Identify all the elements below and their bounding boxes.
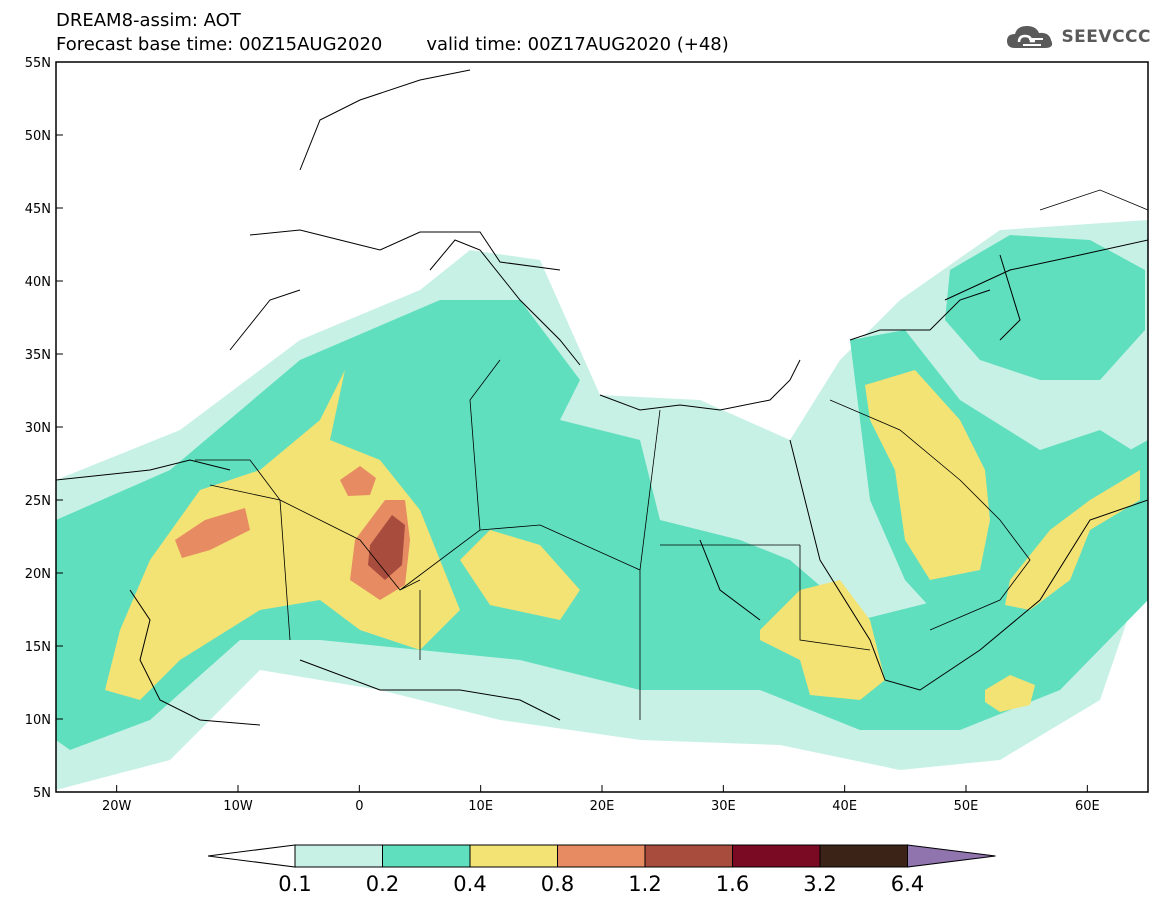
colorbar: 0.1 0.2 0.4 0.8 1.2 1.6 3.2 6.4: [207, 844, 996, 896]
colorbar-swatch: [382, 844, 471, 868]
aot-band-0.8-north: [340, 466, 376, 496]
aot-band-1.2: [368, 515, 405, 580]
coastlines: [56, 69, 1148, 726]
lon-tick-label: 20E: [590, 799, 615, 814]
colorbar-over-triangle: [907, 844, 996, 868]
lon-tick-label: 40E: [832, 799, 857, 814]
colorbar-label: 6.4: [891, 872, 924, 896]
logo-text: SEEVCCC: [1061, 27, 1151, 47]
lon-tick-label: 0: [355, 799, 363, 814]
lat-tick-label: 15N: [25, 640, 51, 655]
aot-band-0.4-sea: [985, 675, 1035, 712]
colorbar-label: 0.2: [366, 872, 399, 896]
chart-title: DREAM8-assim: AOT: [56, 10, 241, 31]
aot-band-0.4-sudan: [760, 580, 885, 700]
lon-tick-label: 10W: [223, 799, 253, 814]
colorbar-swatch: [294, 844, 383, 868]
lat-tick-label: 55N: [25, 56, 51, 71]
lat-tick-label: 50N: [25, 129, 51, 144]
colorbar-swatch: [819, 844, 908, 868]
colorbar-label: 1.6: [716, 872, 749, 896]
longitude-axis: 20W 10W 0 10E 20E 30E 40E 50E 60E: [102, 785, 1100, 814]
lat-tick-label: 40N: [25, 275, 51, 290]
aot-band-0.2-caspian: [945, 235, 1145, 380]
lat-tick-label: 45N: [25, 202, 51, 217]
lon-tick-label: 60E: [1075, 799, 1100, 814]
latitude-axis: 5N 10N 15N 20N 25N 30N 35N 40N 45N 50N 55N: [25, 56, 63, 801]
forecast-times: Forecast base time: 00Z15AUG2020 valid ti…: [56, 34, 729, 55]
seevccc-logo: SEEVCCC: [1005, 22, 1151, 52]
cloud-icon: [1007, 26, 1053, 48]
colorbar-label: 0.4: [453, 872, 486, 896]
aot-band-0.4-oman: [1005, 470, 1140, 610]
colorbar-swatch: [557, 844, 646, 868]
colorbar-swatch: [732, 844, 821, 868]
colorbar-label: 1.2: [628, 872, 661, 896]
valid-time: valid time: 00Z17AUG2020 (+48): [426, 34, 729, 55]
colorbar-label: 3.2: [803, 872, 836, 896]
lon-tick-label: 50E: [954, 799, 979, 814]
aot-band-0.4-sahara: [460, 530, 580, 620]
aot-field: [56, 220, 1148, 790]
colorbar-label: 0.8: [541, 872, 574, 896]
colorbar-label: 0.1: [278, 872, 311, 896]
lat-tick-label: 20N: [25, 567, 51, 582]
base-time: Forecast base time: 00Z15AUG2020: [56, 34, 383, 55]
aot-band-0.4-arabia: [865, 370, 990, 580]
lon-tick-label: 20W: [102, 799, 132, 814]
lon-tick-label: 30E: [711, 799, 736, 814]
borders: [195, 189, 1148, 720]
colorbar-swatch: [644, 844, 733, 868]
lat-tick-label: 30N: [25, 421, 51, 436]
colorbar-under-triangle: [207, 844, 296, 868]
lat-tick-label: 25N: [25, 494, 51, 509]
lon-tick-label: 10E: [468, 799, 493, 814]
aot-band-0.8-west: [175, 508, 250, 558]
colorbar-swatch: [469, 844, 558, 868]
lat-tick-label: 10N: [25, 713, 51, 728]
lat-tick-label: 35N: [25, 348, 51, 363]
lat-tick-label: 5N: [33, 786, 51, 801]
